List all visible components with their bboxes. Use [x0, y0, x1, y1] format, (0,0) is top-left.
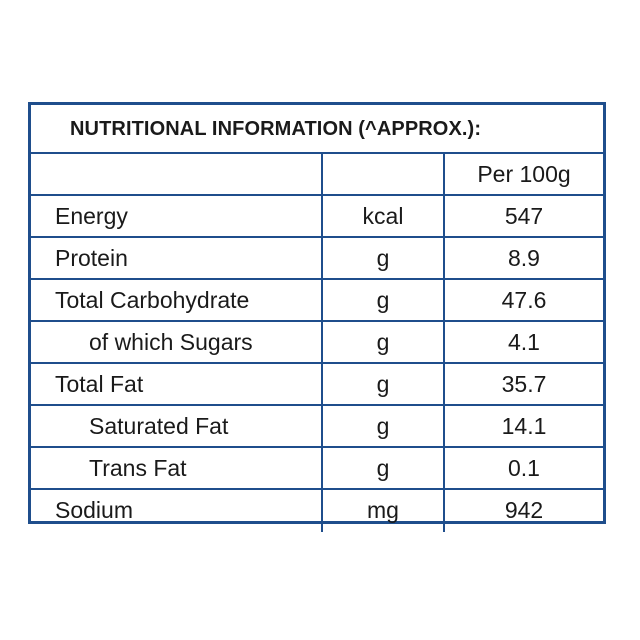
nutrient-value: 547	[504, 203, 544, 229]
nutrient-name: Saturated Fat	[31, 406, 323, 446]
table-row: Trans Fat g 0.1	[31, 448, 603, 490]
nutrient-unit: g	[323, 322, 445, 362]
nutrient-value: 35.7	[501, 371, 547, 397]
table-row: of which Sugars g 4.1	[31, 322, 603, 364]
table-title: NUTRITIONAL INFORMATION (^APPROX.):	[31, 105, 603, 154]
nutrient-name: Total Carbohydrate	[31, 280, 323, 320]
nutrient-value: 47.6	[501, 287, 547, 313]
nutrient-name: Energy	[31, 196, 323, 236]
nutrient-name: of which Sugars	[31, 322, 323, 362]
nutrient-name: Sodium	[31, 490, 323, 532]
nutrient-name: Protein	[31, 238, 323, 278]
nutrient-value: 0.1	[508, 455, 540, 481]
column-header-row: Per 100g	[31, 154, 603, 196]
table-row: Total Fat g 35.7	[31, 364, 603, 406]
nutrient-unit: g	[323, 364, 445, 404]
nutrient-value: 942	[504, 497, 544, 523]
nutrition-table: NUTRITIONAL INFORMATION (^APPROX.): Per …	[28, 102, 606, 532]
table-row: Total Carbohydrate g 47.6	[31, 280, 603, 322]
table-row: Sodium mg 942	[31, 490, 603, 532]
column-header-value: Per 100g	[477, 161, 571, 187]
nutrient-unit: g	[323, 238, 445, 278]
nutrient-name: Trans Fat	[31, 448, 323, 488]
nutrient-unit: mg	[323, 490, 445, 532]
table-row: Energy kcal 547	[31, 196, 603, 238]
nutrient-value: 8.9	[508, 245, 540, 271]
column-header-name	[31, 154, 323, 194]
column-header-unit	[323, 154, 445, 194]
nutrient-unit: g	[323, 448, 445, 488]
nutrient-value: 14.1	[501, 413, 547, 439]
nutrient-name: Total Fat	[31, 364, 323, 404]
nutrient-unit: g	[323, 406, 445, 446]
table-row: Saturated Fat g 14.1	[31, 406, 603, 448]
nutrient-unit: g	[323, 280, 445, 320]
table-row: Protein g 8.9	[31, 238, 603, 280]
nutrient-unit: kcal	[323, 196, 445, 236]
nutrient-value: 4.1	[508, 329, 540, 355]
